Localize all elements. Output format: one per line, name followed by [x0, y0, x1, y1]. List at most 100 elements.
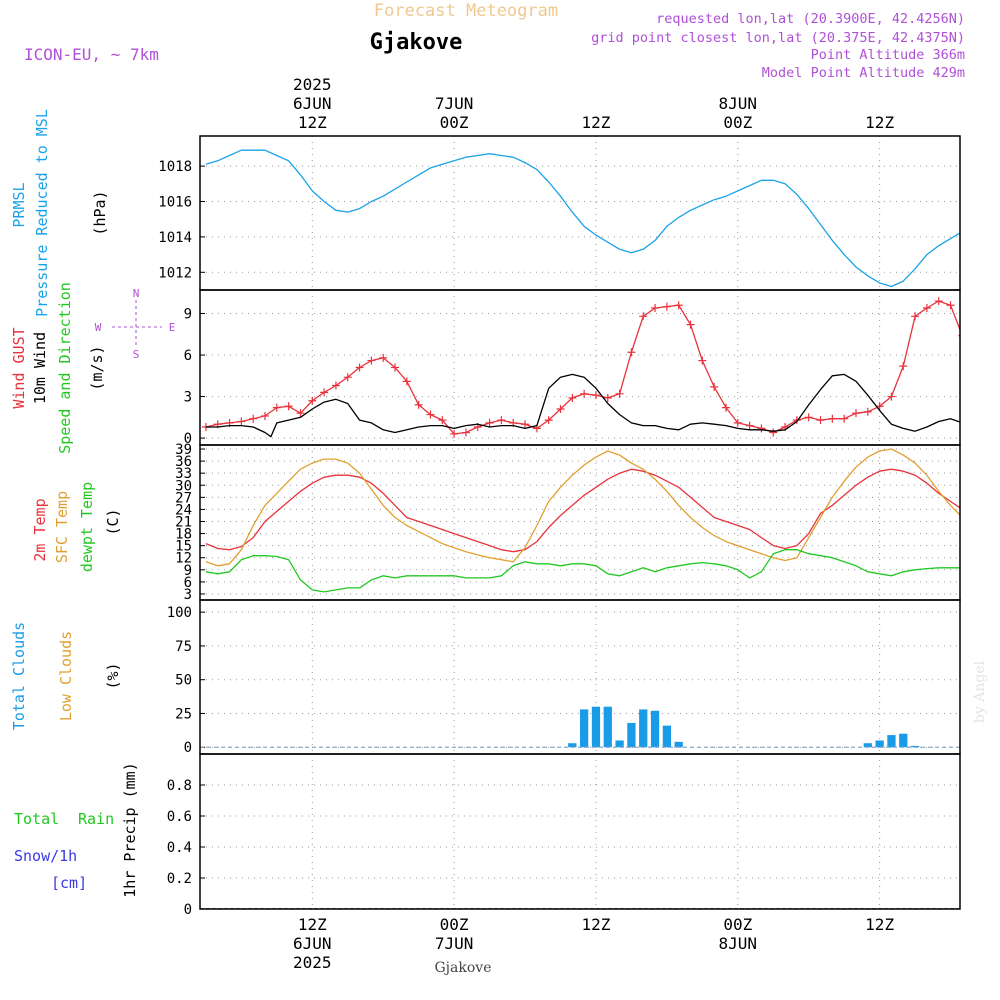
y-tick-label: 0 — [184, 431, 192, 447]
y-tick-label: 6 — [184, 348, 192, 364]
place-title: Gjakove — [370, 30, 463, 55]
gust-marker — [828, 414, 837, 423]
compass-e: E — [169, 321, 176, 334]
gust-marker — [662, 302, 671, 311]
sfc-temp-line — [205, 448, 960, 567]
panel-frame — [199, 135, 961, 291]
wind-unit-label: (m/s) — [88, 345, 106, 390]
gust-marker — [249, 414, 258, 423]
gust-marker — [402, 377, 411, 386]
gust-marker — [627, 348, 636, 357]
gust-marker — [851, 409, 860, 418]
y-tick-label: 0.6 — [167, 809, 192, 825]
cloud-bar — [591, 706, 601, 748]
gust-marker — [603, 393, 612, 402]
precip-labels: Total Rain Snow/1h [cm] 1hr Precip (mm) — [14, 762, 139, 897]
temp-labels: 2m Temp SFC Temp dewpt Temp (C) — [31, 482, 122, 572]
gust-marker — [379, 353, 388, 362]
gust-marker — [721, 403, 730, 412]
y-tick-label: 50 — [175, 673, 192, 689]
gust-marker — [355, 363, 364, 372]
cloud-bar — [568, 743, 577, 748]
gust-marker — [615, 389, 624, 398]
bottom-time-axis: 12Z6JUN202500Z7JUN12Z00Z8JUN12Z00Z9JUN — [293, 915, 894, 972]
cloud-bar — [863, 743, 872, 748]
y-tick-label: 6 — [184, 575, 192, 591]
gust-marker — [911, 312, 920, 321]
precip-panel: 0 0.2 0.4 0.6 0.8 — [167, 753, 961, 918]
gust-marker — [343, 373, 352, 382]
gust-marker — [308, 396, 317, 405]
gust-marker — [261, 411, 270, 420]
gust-marker — [438, 416, 447, 425]
y-tick-label: 3 — [184, 587, 192, 603]
cloud-bar — [899, 733, 908, 748]
plot-area — [205, 149, 960, 288]
gust-marker — [367, 356, 376, 365]
bottom-time-label: 12Z — [582, 915, 611, 934]
cloud-bar — [639, 709, 648, 748]
gust-marker — [934, 297, 943, 306]
y-tick-label: 75 — [175, 639, 192, 655]
gust-marker — [497, 416, 506, 425]
cloud-bar — [875, 740, 884, 748]
y-tick-label: 18 — [175, 527, 192, 543]
gust-marker — [840, 414, 849, 423]
wind-labels: Wind GUST 10m Wind Speed and Direction (… — [10, 282, 175, 454]
top-time-label: 8JUN — [719, 94, 758, 113]
y-tick-label: 0.2 — [167, 871, 192, 887]
gust-marker — [521, 420, 530, 429]
bottom-time-label: 2025 — [293, 953, 332, 972]
temp-unit-label: (C) — [104, 508, 122, 535]
gust-marker — [296, 409, 305, 418]
pressure-unit-label: (hPa) — [91, 190, 109, 235]
snow-unit-label: [cm] — [51, 874, 87, 892]
gust-marker — [651, 303, 660, 312]
wind-gust-line — [205, 300, 960, 435]
gust-marker — [426, 410, 435, 419]
bottom-time-label: 00Z — [440, 915, 469, 934]
gust-marker — [485, 418, 494, 427]
top-time-axis: 20256JUN12Z7JUN00Z12Z8JUN00Z12Z9JUN00Z — [293, 75, 894, 132]
gust-marker — [970, 373, 978, 381]
cloud-bar — [674, 741, 683, 748]
y-tick-label: 3 — [184, 390, 192, 406]
rain-label: Rain — [78, 810, 114, 828]
gust-marker — [994, 424, 1000, 432]
gust-marker — [320, 388, 329, 397]
info-line-1: requested lon,lat (20.3900E, 42.4256N) — [656, 11, 965, 27]
gust-marker — [710, 382, 719, 391]
bottom-time-label: 12Z — [298, 915, 327, 934]
y-tick-label: 100 — [167, 605, 192, 621]
plot-area — [201, 297, 1000, 438]
top-time-label: 2025 — [293, 75, 332, 94]
top-time-label: 12Z — [582, 113, 611, 132]
gust-marker — [639, 312, 648, 321]
temp-sfc-label: SFC Temp — [53, 491, 71, 563]
y-tick-label: 36 — [175, 454, 192, 470]
top-time-label: 6JUN — [293, 94, 332, 113]
y-tick-label: 1012 — [158, 265, 192, 281]
y-tick-label: 1016 — [158, 194, 192, 210]
y-tick-label: 27 — [175, 490, 192, 506]
10m-wind-line — [205, 373, 960, 438]
gust-marker — [391, 363, 400, 372]
footer-place: Gjakove — [435, 960, 492, 976]
y-tick-label: 0.8 — [167, 778, 192, 794]
gust-marker — [461, 428, 470, 437]
gust-marker — [556, 405, 565, 414]
gust-marker — [982, 415, 990, 423]
compass-w: W — [95, 321, 102, 334]
info-line-3: Point Altitude 366m — [811, 47, 965, 63]
gust-marker — [674, 301, 683, 310]
info-line-4: Model Point Altitude 429m — [762, 65, 965, 81]
y-tick-label: 24 — [175, 502, 192, 518]
top-time-label: 7JUN — [435, 94, 474, 113]
2m-temp-line — [205, 468, 960, 553]
wind-10m-label: 10m Wind — [31, 332, 49, 404]
gust-marker — [757, 424, 766, 433]
gust-marker — [450, 429, 459, 438]
gust-marker — [804, 413, 813, 422]
top-time-label: 00Z — [723, 113, 752, 132]
gust-marker — [769, 428, 778, 437]
